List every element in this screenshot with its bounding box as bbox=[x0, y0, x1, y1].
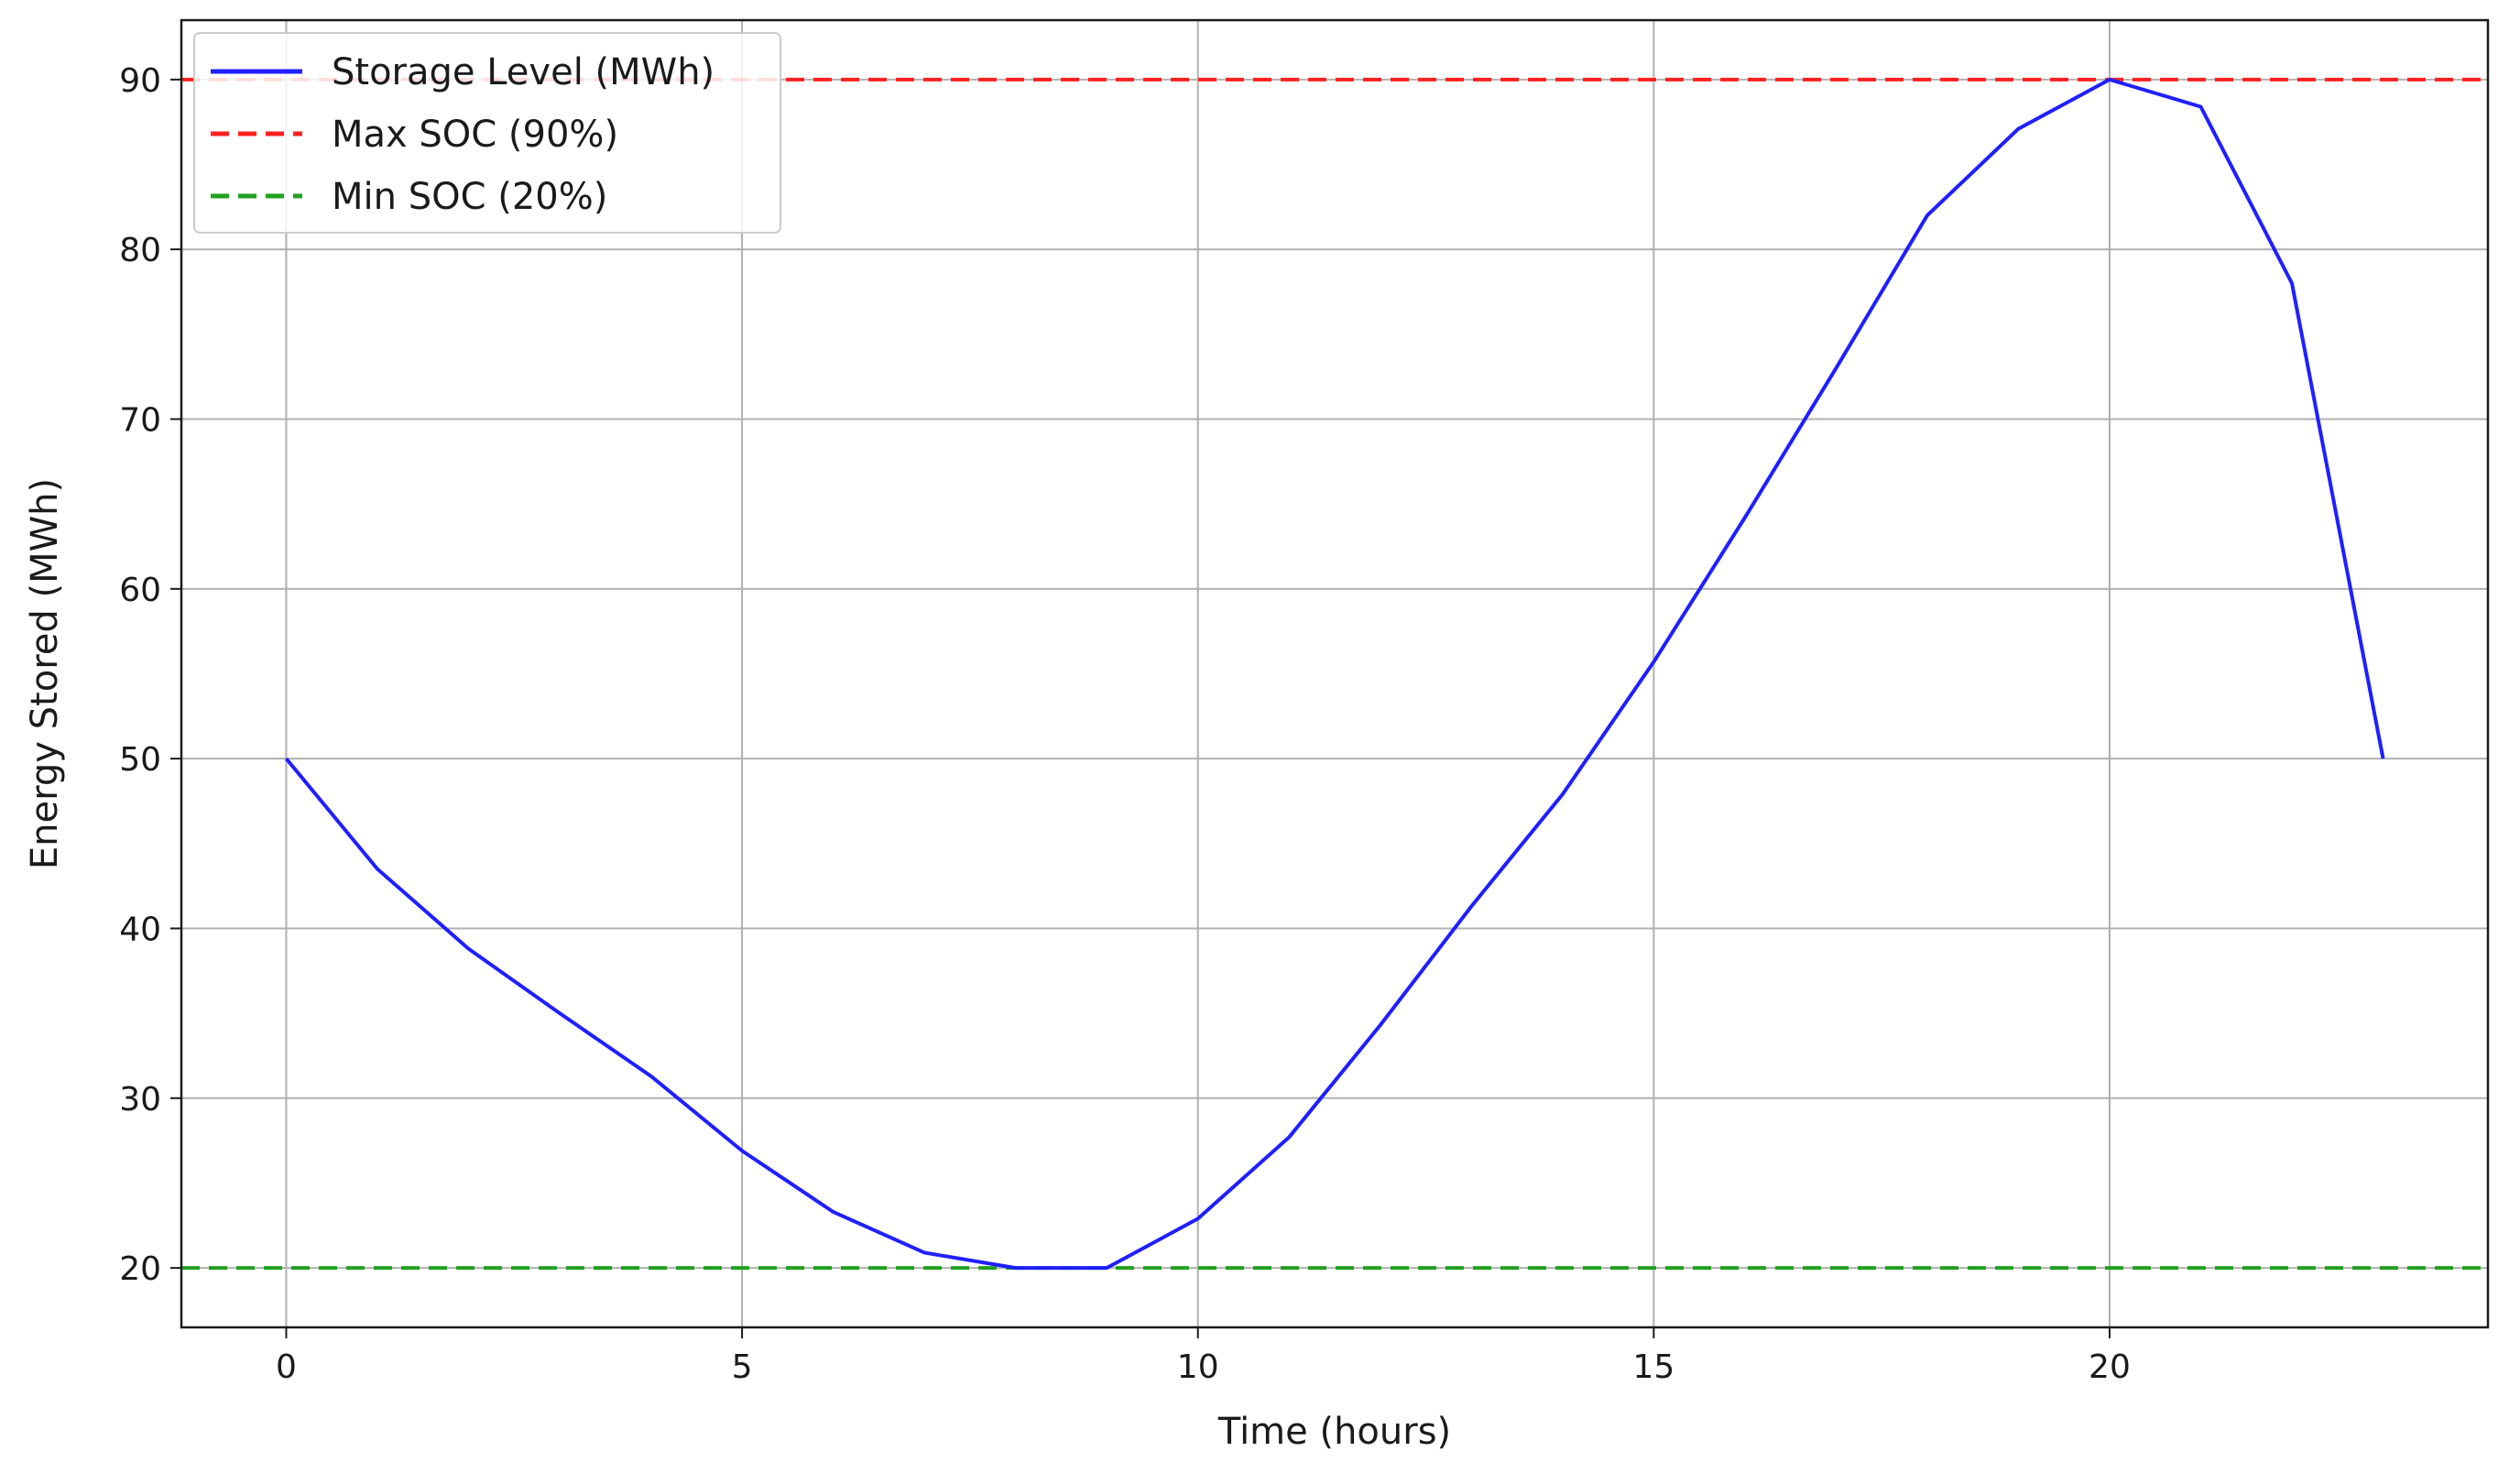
series bbox=[284, 77, 2385, 1271]
x-tick-label: 0 bbox=[276, 1348, 297, 1386]
y-tick-label: 20 bbox=[119, 1250, 161, 1288]
plot-frame bbox=[180, 18, 2490, 1329]
x-tick-label: 10 bbox=[1177, 1348, 1219, 1386]
legend: Storage Level (MWh) Max SOC (90%) Min SOC … bbox=[193, 32, 781, 234]
x-tick-label: 15 bbox=[1632, 1348, 1674, 1386]
series-line-0 bbox=[284, 77, 2385, 1271]
legend-label: Max SOC (90%) bbox=[332, 114, 618, 156]
x-tick-label: 5 bbox=[732, 1348, 753, 1386]
y-tick-label: 90 bbox=[119, 62, 161, 100]
y-tick-label: 50 bbox=[119, 741, 161, 779]
y-tick-label: 40 bbox=[119, 911, 161, 948]
y-tick-label: 60 bbox=[119, 572, 161, 609]
y-tick-label: 30 bbox=[119, 1081, 161, 1118]
x-tick-label: 20 bbox=[2089, 1348, 2131, 1386]
legend-label: Storage Level (MWh) bbox=[332, 51, 715, 93]
y-tick-label: 70 bbox=[119, 402, 161, 440]
y-axis-label: Energy Stored (MWh) bbox=[24, 478, 66, 869]
legend-label: Min SOC (20%) bbox=[332, 176, 607, 218]
x-axis-label: Time (hours) bbox=[1217, 1411, 1451, 1453]
ticks: 0 5 10 15 20 20 30 40 50 60 70 80 90 bbox=[119, 62, 2131, 1386]
y-tick-label: 80 bbox=[119, 232, 161, 269]
grid bbox=[181, 20, 2488, 1327]
legend-box bbox=[193, 32, 781, 234]
